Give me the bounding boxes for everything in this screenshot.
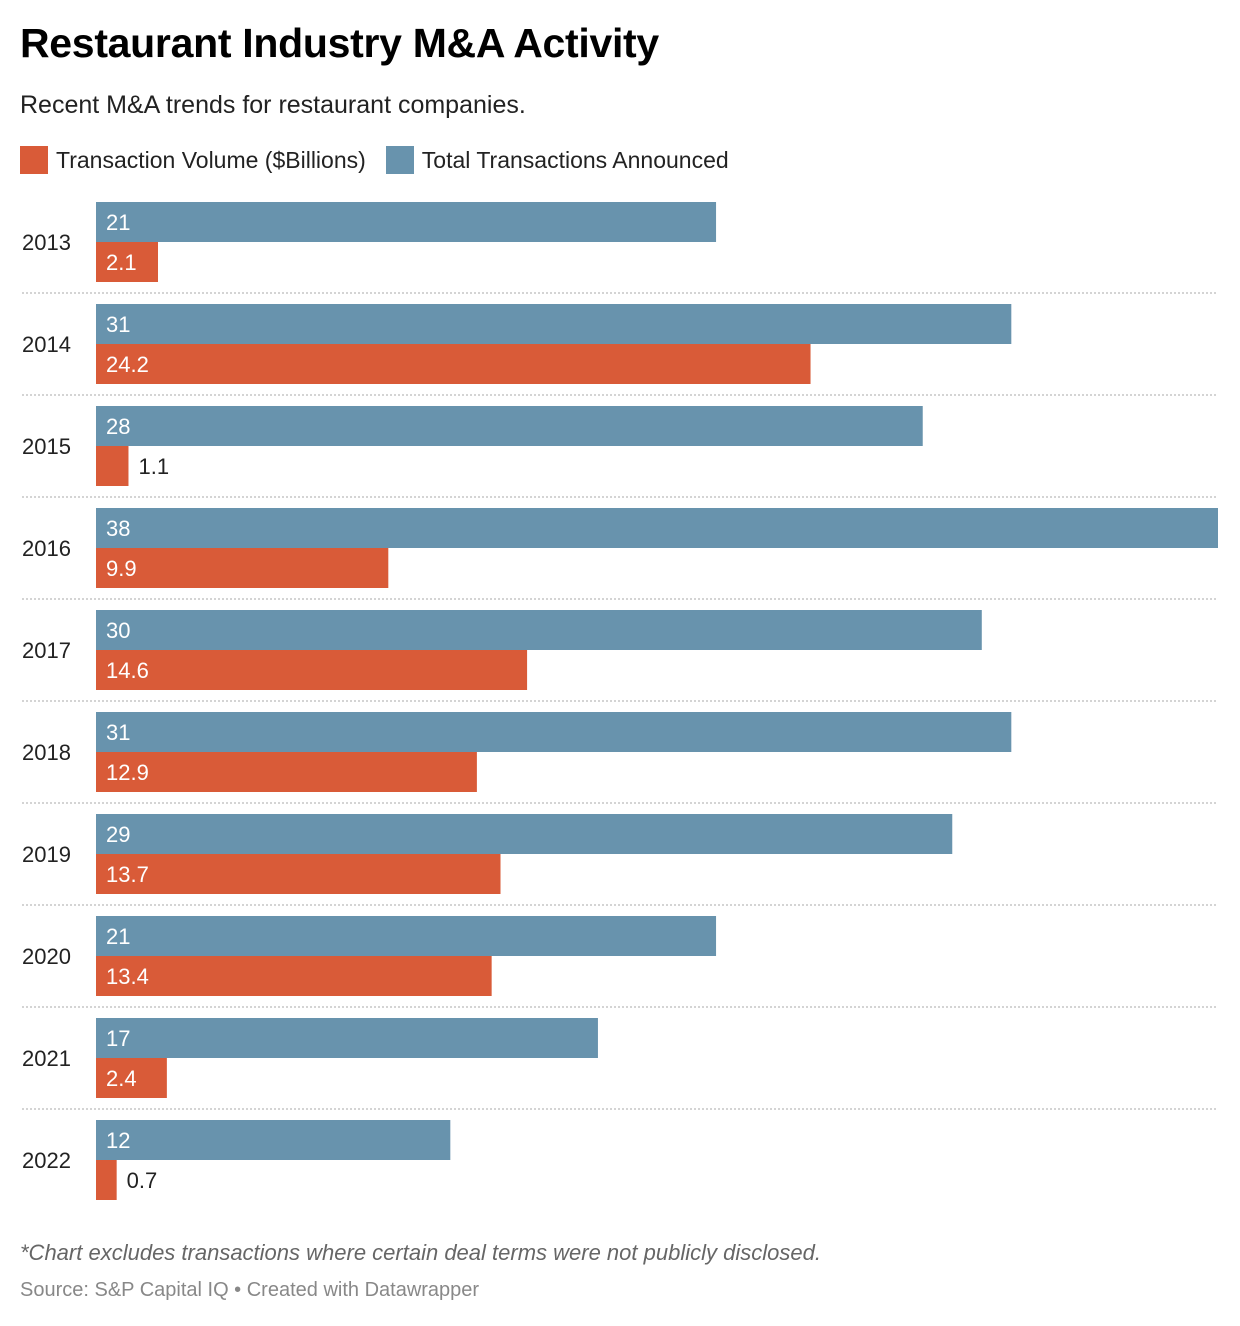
year-label: 2022 (22, 1148, 71, 1173)
year-label: 2020 (22, 944, 71, 969)
bar-volume (96, 1058, 167, 1098)
source-line: Source: S&P Capital IQ • Created with Da… (20, 1279, 480, 1301)
data-label-transactions: 31 (106, 312, 130, 337)
legend-swatch-volume (20, 146, 48, 174)
bar-transactions (96, 406, 923, 446)
bar-volume (96, 854, 501, 894)
data-label-transactions: 29 (106, 822, 130, 847)
chart-subtitle: Recent M&A trends for restaurant compani… (20, 91, 526, 119)
year-label: 2019 (22, 842, 71, 867)
bar-transactions (96, 1120, 451, 1160)
bar-volume (96, 344, 811, 384)
bar-volume (96, 446, 129, 486)
year-label: 2018 (22, 740, 71, 765)
year-label: 2013 (22, 230, 71, 255)
year-label: 2015 (22, 434, 71, 459)
bar-volume (96, 548, 389, 588)
data-label-transactions: 30 (106, 618, 130, 643)
bar-transactions (96, 610, 982, 650)
year-label: 2017 (22, 638, 71, 663)
data-label-volume: 13.7 (106, 862, 149, 887)
legend: Transaction Volume ($Billions) Total Tra… (20, 146, 749, 174)
bar-transactions (96, 508, 1218, 548)
legend-item-volume: Transaction Volume ($Billions) (20, 146, 366, 174)
data-label-volume: 2.4 (106, 1066, 137, 1091)
data-label-transactions: 28 (106, 414, 130, 439)
legend-label-volume: Transaction Volume ($Billions) (56, 146, 366, 173)
legend-label-transactions: Total Transactions Announced (421, 146, 729, 173)
bar-volume (96, 752, 477, 792)
bar-transactions (96, 712, 1012, 752)
bar-transactions (96, 814, 953, 854)
data-label-volume: 14.6 (106, 658, 149, 683)
bar-transactions (96, 202, 717, 242)
data-label-transactions: 21 (106, 210, 130, 235)
data-label-transactions: 12 (106, 1128, 130, 1153)
year-label: 2014 (22, 332, 71, 357)
data-label-volume: 24.2 (106, 352, 149, 377)
data-label-volume: 12.9 (106, 760, 149, 785)
legend-swatch-transactions (385, 146, 414, 174)
data-label-volume: 9.9 (106, 556, 137, 581)
bar-volume (96, 956, 492, 996)
bar-transactions (96, 916, 717, 956)
chart-title: Restaurant Industry M&A Activity (20, 20, 659, 66)
data-label-transactions: 38 (106, 516, 130, 541)
data-label-transactions: 17 (106, 1026, 130, 1051)
bar-volume (96, 1160, 117, 1200)
data-label-volume: 13.4 (106, 964, 149, 989)
data-label-transactions: 21 (106, 924, 130, 949)
data-label-volume: 0.7 (127, 1168, 158, 1193)
bar-transactions (96, 1018, 598, 1058)
data-label-volume: 2.1 (106, 250, 137, 275)
data-label-transactions: 31 (106, 720, 130, 745)
legend-item-transactions: Total Transactions Announced (385, 146, 729, 174)
year-label: 2016 (22, 536, 71, 561)
footnote: *Chart excludes transactions where certa… (20, 1240, 821, 1265)
data-label-volume: 1.1 (138, 454, 169, 479)
bar-volume (96, 242, 159, 282)
bar-transactions (96, 304, 1012, 344)
year-label: 2021 (22, 1046, 71, 1071)
bar-volume (96, 650, 528, 690)
